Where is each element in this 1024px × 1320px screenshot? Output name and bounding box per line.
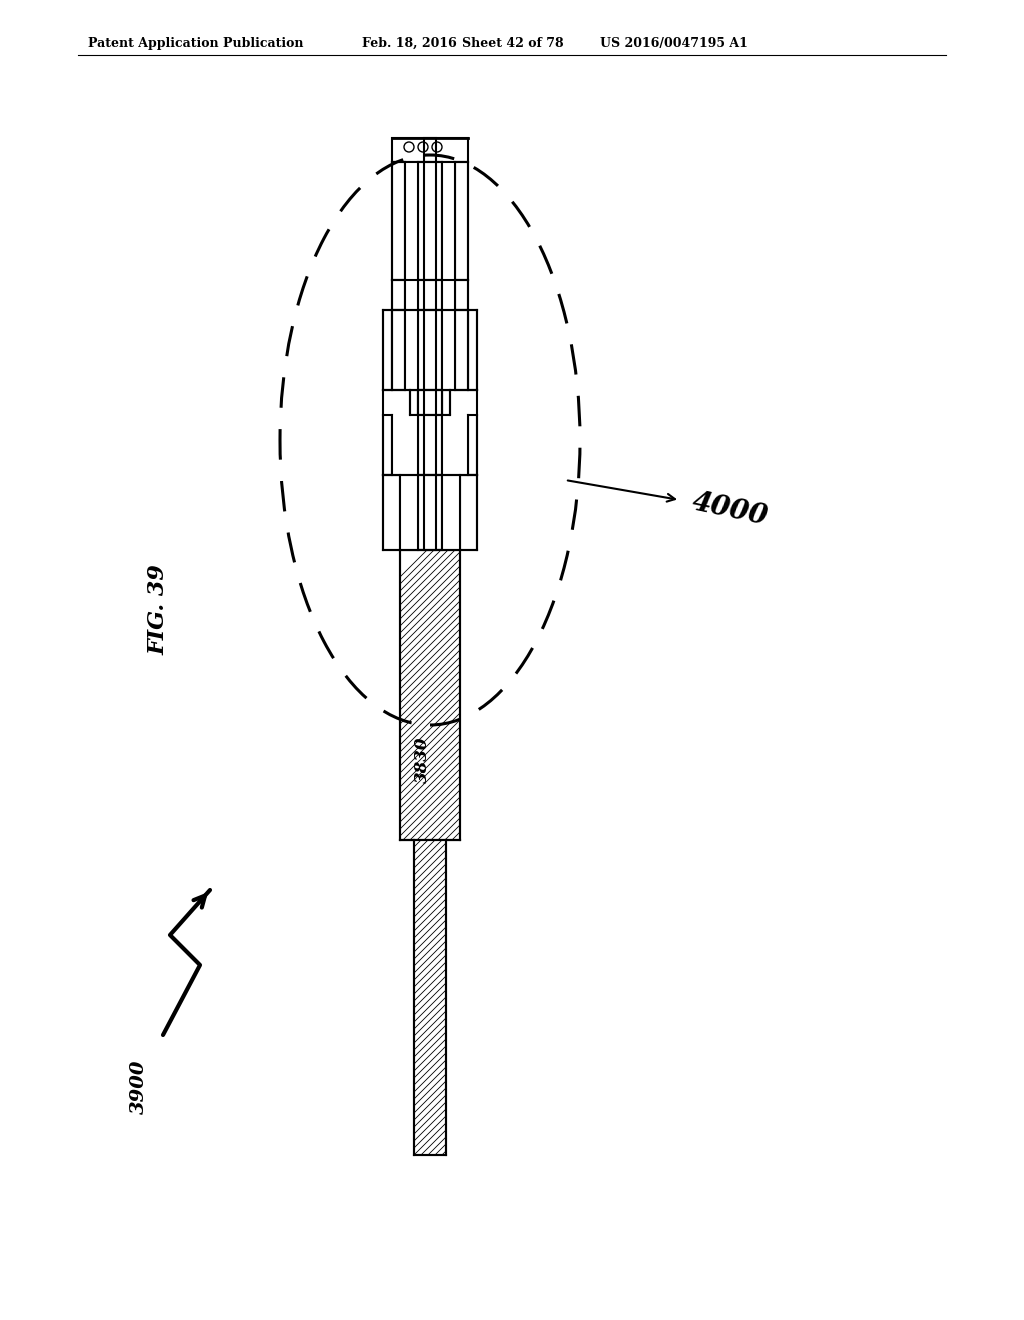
Polygon shape bbox=[442, 162, 455, 280]
Polygon shape bbox=[455, 162, 468, 280]
Polygon shape bbox=[392, 310, 406, 389]
Polygon shape bbox=[424, 162, 436, 280]
Polygon shape bbox=[406, 280, 418, 310]
Polygon shape bbox=[418, 475, 442, 550]
Polygon shape bbox=[455, 280, 468, 310]
Text: 3830: 3830 bbox=[414, 737, 430, 783]
Polygon shape bbox=[418, 280, 442, 310]
Polygon shape bbox=[400, 475, 418, 550]
Polygon shape bbox=[392, 280, 406, 310]
Polygon shape bbox=[414, 840, 446, 1155]
Polygon shape bbox=[392, 139, 468, 162]
Polygon shape bbox=[424, 280, 436, 310]
Text: Feb. 18, 2016: Feb. 18, 2016 bbox=[362, 37, 457, 50]
Polygon shape bbox=[424, 310, 436, 389]
Polygon shape bbox=[442, 389, 450, 414]
Text: FIG. 39: FIG. 39 bbox=[148, 565, 170, 656]
Polygon shape bbox=[424, 389, 436, 414]
Polygon shape bbox=[442, 310, 455, 389]
Polygon shape bbox=[410, 389, 418, 414]
Text: 3900: 3900 bbox=[130, 1060, 148, 1114]
Polygon shape bbox=[383, 414, 392, 475]
Polygon shape bbox=[400, 550, 460, 840]
Polygon shape bbox=[418, 389, 442, 414]
Text: US 2016/0047195 A1: US 2016/0047195 A1 bbox=[600, 37, 748, 50]
Polygon shape bbox=[418, 162, 442, 280]
Polygon shape bbox=[468, 310, 477, 389]
Polygon shape bbox=[418, 414, 442, 475]
Polygon shape bbox=[383, 310, 392, 389]
Polygon shape bbox=[442, 414, 468, 475]
Text: Patent Application Publication: Patent Application Publication bbox=[88, 37, 303, 50]
Polygon shape bbox=[418, 310, 442, 389]
Polygon shape bbox=[442, 475, 460, 550]
Polygon shape bbox=[442, 280, 455, 310]
Polygon shape bbox=[406, 162, 418, 280]
Polygon shape bbox=[424, 139, 436, 162]
Polygon shape bbox=[424, 475, 436, 550]
Polygon shape bbox=[392, 162, 406, 280]
Text: 4000: 4000 bbox=[690, 488, 771, 531]
Polygon shape bbox=[424, 414, 436, 475]
Polygon shape bbox=[406, 310, 418, 389]
Polygon shape bbox=[468, 414, 477, 475]
Text: Sheet 42 of 78: Sheet 42 of 78 bbox=[462, 37, 563, 50]
Polygon shape bbox=[392, 414, 418, 475]
Polygon shape bbox=[383, 475, 400, 550]
Polygon shape bbox=[460, 475, 477, 550]
Polygon shape bbox=[455, 310, 468, 389]
